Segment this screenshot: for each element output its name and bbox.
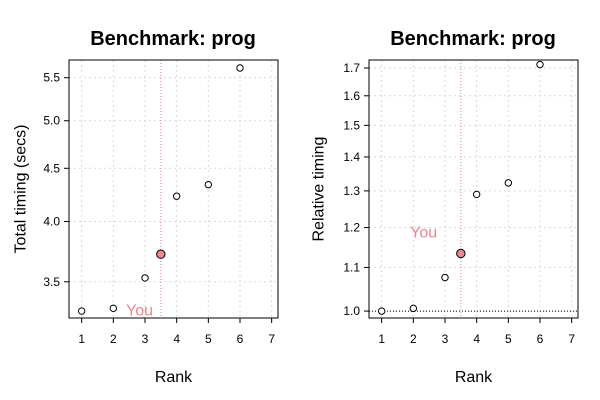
- x-axis-label: Rank: [155, 369, 193, 386]
- x-tick-label: 4: [473, 332, 480, 346]
- you-point: [156, 249, 166, 259]
- y-tick-label: 1.0: [343, 304, 360, 318]
- data-point: [236, 64, 244, 72]
- x-tick-label: 1: [378, 332, 385, 346]
- chart-panel-1: 1 2 3 4 5 6 7 3.5 4.0 4.5 5.0 5.5 You Benchmark: prog…: [13, 28, 279, 386]
- x-tick-label: 6: [237, 332, 244, 346]
- plot-frame: [68, 59, 279, 319]
- data-point: [141, 274, 149, 282]
- x-tick-label: 2: [110, 332, 117, 346]
- x-tick-label: 5: [205, 332, 212, 346]
- x-tick-label: 7: [568, 332, 575, 346]
- y-tick-label: 4.0: [43, 214, 60, 228]
- y-tick-label: 4.5: [43, 161, 60, 175]
- chart-panel-2: 1 2 3 4 5 6 7 1.0 1.1 1.2 1.3 1.4 1.5 1.6 1.7 You Benchm…: [311, 28, 579, 386]
- you-point: [456, 248, 466, 259]
- data-point: [172, 192, 181, 200]
- y-tick-label: 3.5: [43, 275, 60, 289]
- data-point: [109, 304, 118, 313]
- y-axis-label: Relative timing: [311, 137, 328, 242]
- data-point: [409, 304, 418, 313]
- y-tick-label: 1.2: [343, 221, 360, 235]
- y-axis-label: Total timing (secs): [13, 125, 30, 254]
- x-tick-label: 1: [78, 332, 85, 346]
- chart-title: Benchmark: prog: [90, 28, 256, 50]
- x-tick-label: 3: [442, 332, 449, 346]
- data-point: [204, 180, 213, 189]
- data-point: [472, 190, 481, 199]
- data-point: [504, 179, 513, 187]
- data-point: [536, 60, 544, 69]
- y-tick-label: 1.4: [343, 150, 360, 164]
- y-tick-label: 5.5: [43, 71, 60, 85]
- x-tick-label: 5: [505, 332, 512, 346]
- x-tick-label: 7: [268, 332, 275, 346]
- you-label: You: [410, 224, 437, 241]
- plot-frame: [368, 59, 579, 319]
- x-tick-label: 2: [410, 332, 417, 346]
- y-tick-label: 1.6: [343, 89, 360, 103]
- x-axis-label: Rank: [455, 369, 493, 386]
- y-tick-label: 1.1: [343, 260, 360, 274]
- data-point: [377, 307, 386, 315]
- you-label: You: [126, 303, 153, 320]
- x-tick-label: 4: [173, 332, 180, 346]
- x-tick-label: 6: [537, 332, 544, 346]
- y-tick-label: 1.5: [343, 118, 360, 132]
- data-point: [441, 273, 449, 282]
- y-tick-label: 5.0: [43, 114, 60, 128]
- y-tick-label: 1.3: [343, 184, 360, 198]
- data-point: [77, 307, 86, 315]
- chart-title: Benchmark: prog: [390, 28, 556, 50]
- y-tick-label: 1.7: [343, 61, 360, 75]
- x-tick-label: 3: [142, 332, 149, 346]
